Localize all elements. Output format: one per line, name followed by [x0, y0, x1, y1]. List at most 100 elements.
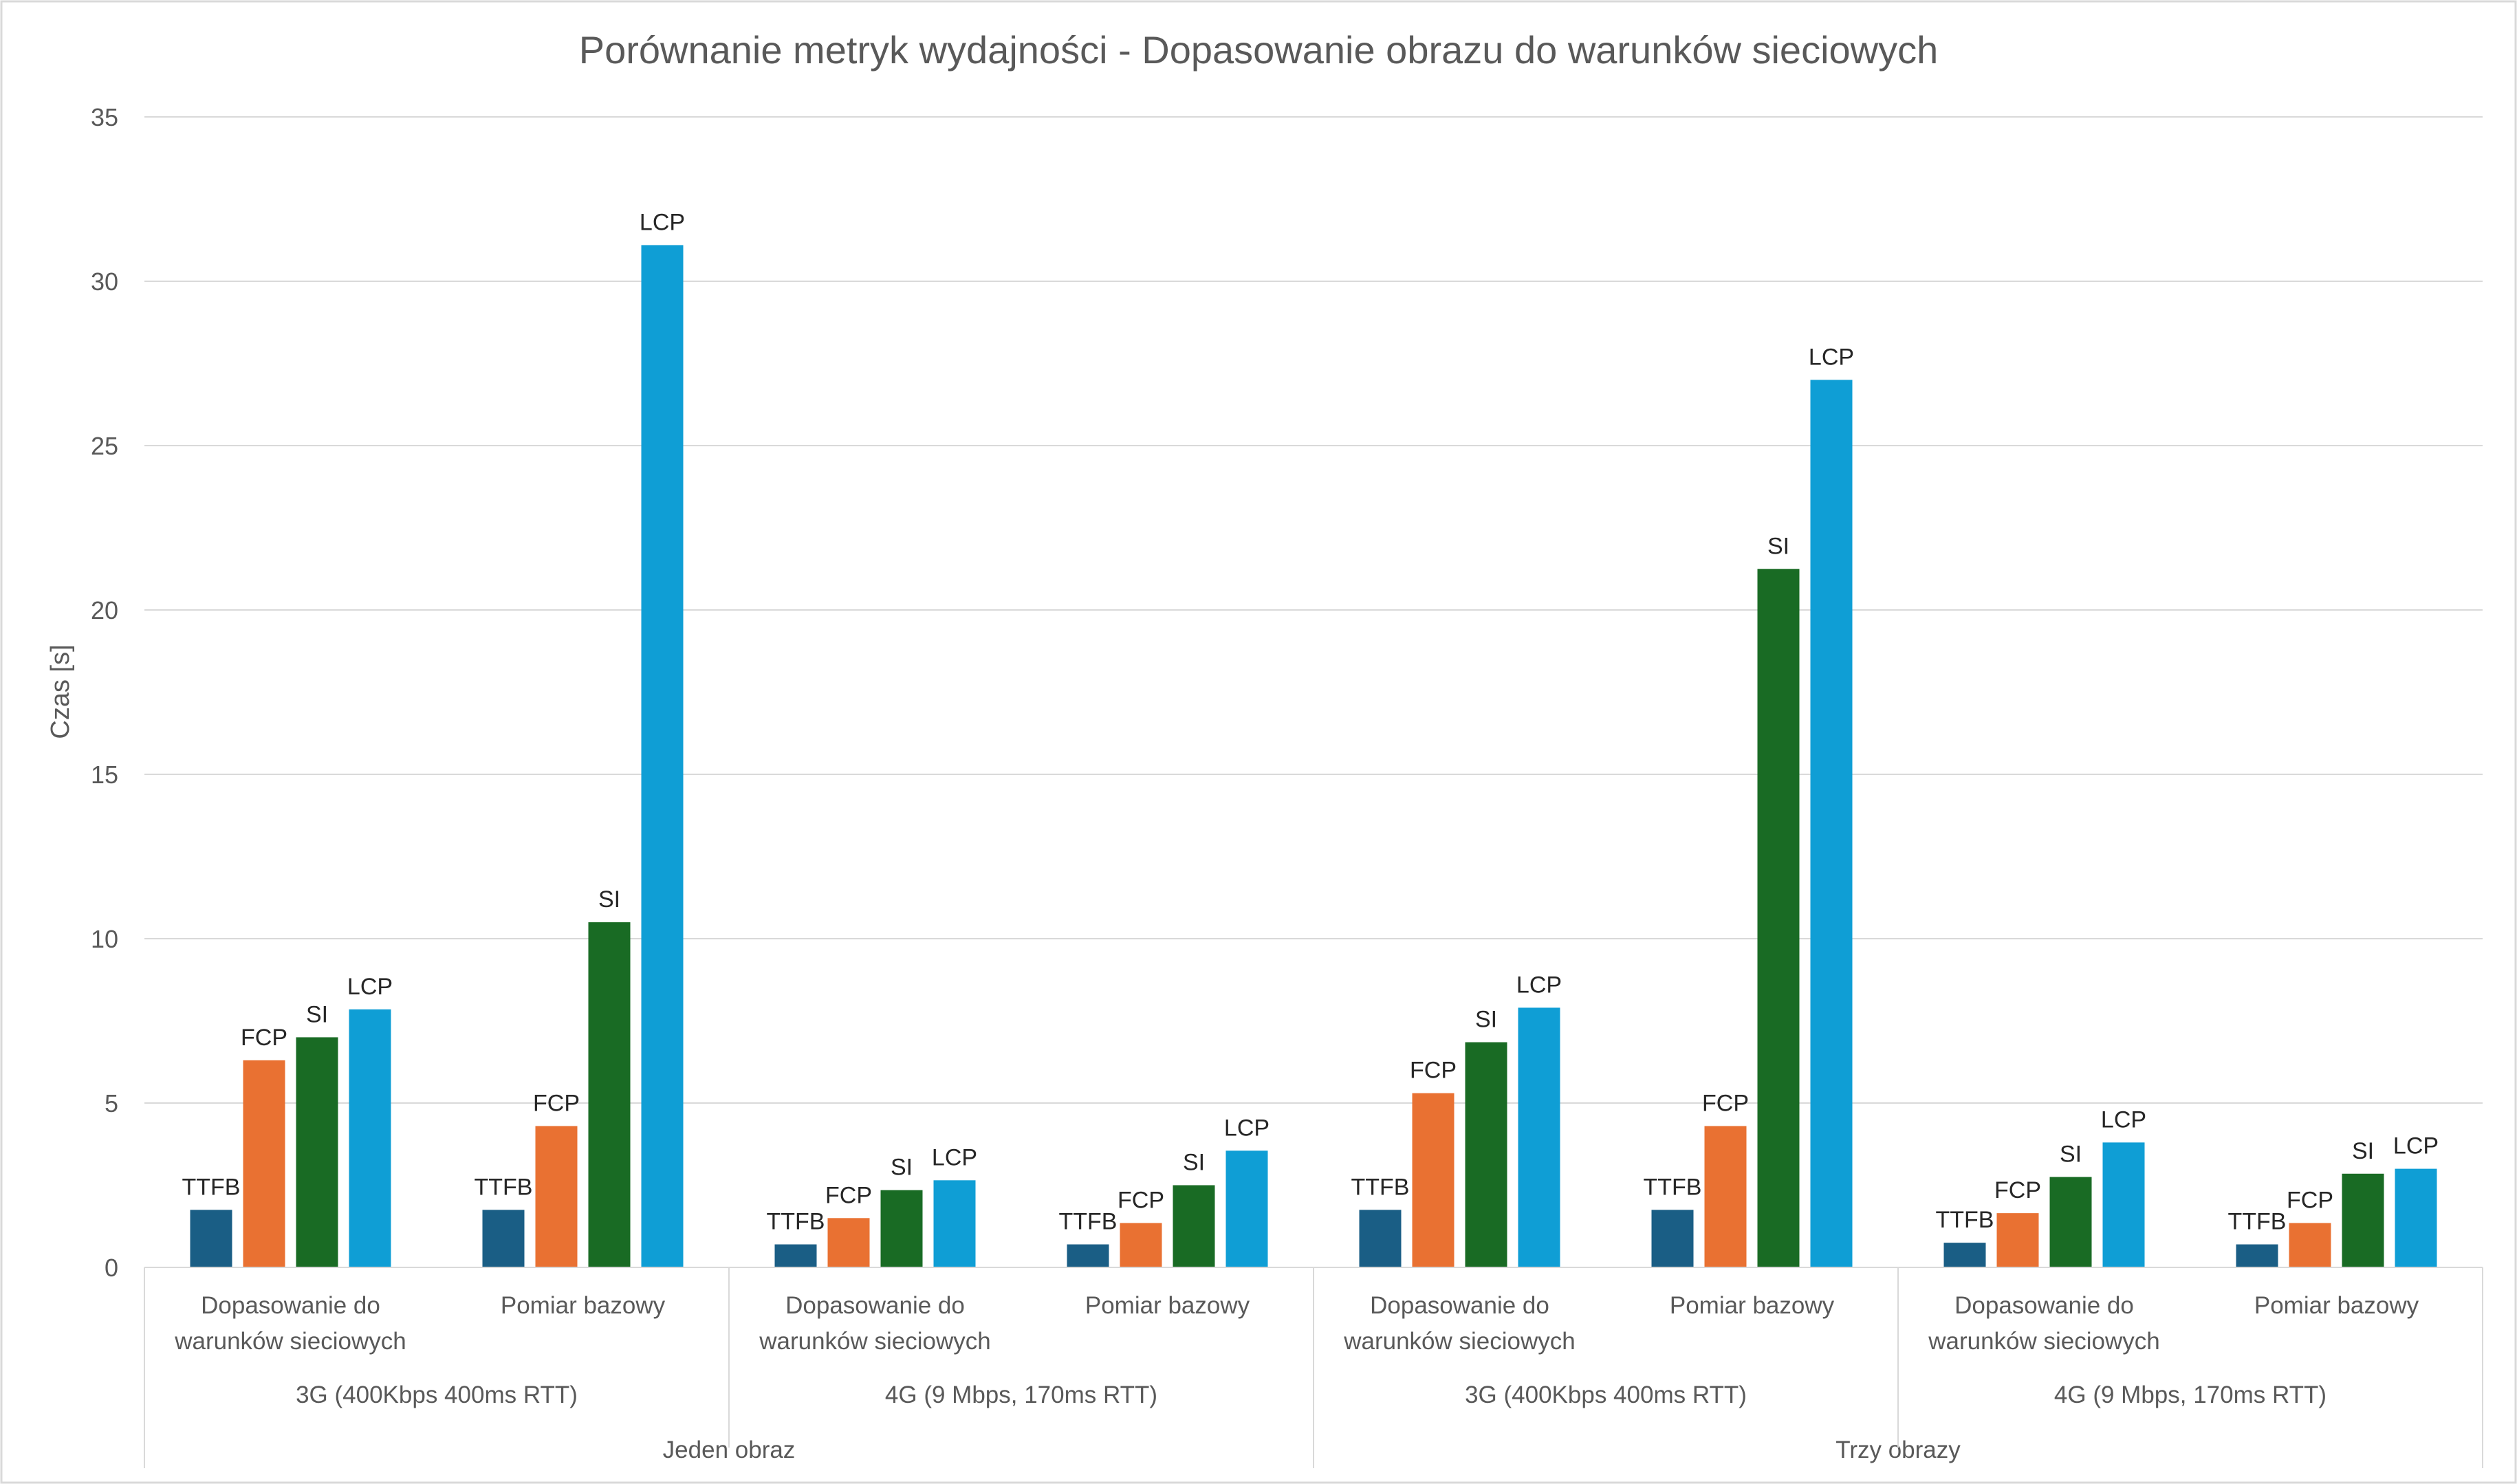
- category-label-line: Pomiar bazowy: [501, 1292, 666, 1319]
- bar-label-g0-s1-c0-fcp: FCP: [825, 1182, 872, 1208]
- x-axis: Dopasowanie do warunków sieciowych Pomiar …: [144, 1267, 2483, 1468]
- bar-g0-s0-c0-ttfb: [190, 1210, 232, 1267]
- subgroup-label-g0-s0: 3G (400Kbps 400ms RTT): [296, 1382, 578, 1408]
- bar-label-g0-s0-c1-ttfb: TTFB: [475, 1174, 533, 1200]
- category-label-line: Dopasowanie do: [1954, 1292, 2134, 1319]
- bar-label-g0-s1-c0-lcp: LCP: [932, 1144, 977, 1170]
- bar-label-g0-s1-c1-ttfb: TTFB: [1059, 1209, 1118, 1235]
- bar-g1-s1-c1-fcp: [2289, 1223, 2331, 1267]
- bar-label-g0-s0-c0-si: SI: [306, 1001, 328, 1027]
- bar-label-g1-s1-c1-ttfb: TTFB: [2228, 1209, 2287, 1235]
- bar-label-g0-s1-c1-si: SI: [1183, 1150, 1205, 1176]
- y-axis-ticks: 0 5 10 15 20 25 30 35: [91, 103, 118, 1282]
- bar-label-g1-s0-c0-si: SI: [1475, 1007, 1497, 1033]
- category-label-line: warunków sieciowych: [174, 1328, 406, 1355]
- bar-label-g1-s1-c0-ttfb: TTFB: [1936, 1207, 1994, 1233]
- bar-g1-s0-c1-si: [1757, 569, 1800, 1267]
- gridlines: [144, 116, 2483, 1104]
- bar-g1-s0-c1-lcp: [1810, 380, 1853, 1267]
- bar-g1-s1-c0-lcp: [2102, 1142, 2145, 1267]
- bar-label-g1-s1-c1-si: SI: [2352, 1138, 2374, 1164]
- bar-label-g0-s0-c1-si: SI: [598, 886, 620, 913]
- category-label-line: Dopasowanie do: [201, 1292, 380, 1319]
- bar-g0-s1-c1-fcp: [1120, 1223, 1162, 1267]
- bar-g1-s1-c0-ttfb: [1943, 1243, 1986, 1267]
- category-label-g0-s0-c1: Pomiar bazowy: [501, 1292, 666, 1319]
- subgroup-label-g1-s1: 4G (9 Mbps, 170ms RTT): [2054, 1382, 2327, 1408]
- bar-label-g0-s1-c1-lcp: LCP: [1224, 1115, 1270, 1141]
- category-label-line: warunków sieciowych: [759, 1328, 991, 1355]
- bar-g1-s1-c0-fcp: [1996, 1213, 2039, 1267]
- bar-g0-s0-c1-si: [588, 922, 631, 1267]
- y-tick-label-35: 35: [91, 103, 118, 131]
- y-tick-label-30: 30: [91, 268, 118, 296]
- category-label-g1-s1-c0: Dopasowanie do warunków sieciowych: [1928, 1292, 2160, 1355]
- bar-label-g1-s1-c0-lcp: LCP: [2101, 1106, 2146, 1133]
- bar-label-g0-s1-c0-ttfb: TTFB: [767, 1209, 825, 1235]
- category-label-g1-s0-c0: Dopasowanie do warunków sieciowych: [1343, 1292, 1576, 1355]
- bar-g1-s1-c1-lcp: [2395, 1168, 2437, 1267]
- bar-g0-s0-c1-fcp: [535, 1126, 578, 1267]
- bar-label-g1-s0-c1-lcp: LCP: [1809, 344, 1854, 370]
- bar-g0-s0-c0-lcp: [349, 1009, 391, 1267]
- bar-g1-s0-c0-ttfb: [1359, 1210, 1402, 1267]
- bar-label-g0-s0-c1-fcp: FCP: [533, 1090, 580, 1116]
- bar-g1-s0-c1-ttfb: [1651, 1210, 1694, 1267]
- category-label-line: Dopasowanie do: [785, 1292, 965, 1319]
- category-label-g0-s0-c0: Dopasowanie do warunków sieciowych: [174, 1292, 406, 1355]
- bar-g1-s0-c0-fcp: [1412, 1093, 1454, 1267]
- y-tick-label-0: 0: [105, 1254, 118, 1282]
- bar-g0-s1-c0-ttfb: [774, 1244, 817, 1267]
- bar-label-g0-s0-c0-fcp: FCP: [241, 1025, 287, 1051]
- bar-label-g1-s0-c0-fcp: FCP: [1410, 1058, 1457, 1084]
- bar-g1-s1-c1-si: [2342, 1173, 2384, 1267]
- bar-g1-s0-c1-fcp: [1704, 1126, 1747, 1267]
- bar-g0-s1-c1-lcp: [1225, 1150, 1268, 1267]
- bar-label-g1-s1-c0-fcp: FCP: [1994, 1177, 2041, 1203]
- bar-label-g1-s1-c0-si: SI: [2060, 1142, 2082, 1168]
- bar-label-g1-s0-c0-lcp: LCP: [1516, 972, 1562, 998]
- category-label-line: warunków sieciowych: [1343, 1328, 1576, 1355]
- bar-g0-s0-c1-ttfb: [482, 1210, 525, 1267]
- bars: [190, 245, 2437, 1267]
- bar-label-g1-s0-c1-ttfb: TTFB: [1644, 1174, 1702, 1200]
- category-label-g0-s1-c1: Pomiar bazowy: [1085, 1292, 1250, 1319]
- bar-g0-s0-c0-si: [296, 1037, 338, 1267]
- bar-label-g0-s0-c0-ttfb: TTFB: [182, 1174, 241, 1200]
- category-label-line: warunków sieciowych: [1928, 1328, 2160, 1355]
- bar-label-g0-s0-c1-lcp: LCP: [640, 209, 685, 235]
- y-axis-label: Czas [s]: [46, 644, 75, 739]
- bar-g1-s0-c0-si: [1465, 1042, 1507, 1267]
- subgroup-label-g0-s1: 4G (9 Mbps, 170ms RTT): [885, 1382, 1157, 1408]
- y-tick-label-10: 10: [91, 925, 118, 953]
- bar-label-g1-s0-c1-fcp: FCP: [1702, 1090, 1749, 1116]
- bar-g1-s1-c0-si: [2049, 1177, 2092, 1267]
- category-label-line: Pomiar bazowy: [1085, 1292, 1250, 1319]
- bar-g0-s0-c0-fcp: [243, 1060, 285, 1267]
- bar-label-g0-s0-c0-lcp: LCP: [347, 974, 393, 1000]
- bar-g0-s1-c0-lcp: [933, 1180, 976, 1267]
- bar-label-g1-s0-c1-si: SI: [1767, 533, 1789, 559]
- bar-g0-s1-c1-si: [1173, 1185, 1215, 1267]
- bar-label-g1-s0-c0-ttfb: TTFB: [1351, 1174, 1410, 1200]
- chart-title: Porównanie metryk wydajności - Dopasowan…: [579, 28, 1939, 72]
- category-label-line: Pomiar bazowy: [2254, 1292, 2419, 1319]
- category-label-g0-s1-c0: Dopasowanie do warunków sieciowych: [759, 1292, 991, 1355]
- bar-g1-s1-c1-ttfb: [2236, 1244, 2278, 1267]
- category-label-g1-s1-c1: Pomiar bazowy: [2254, 1292, 2419, 1319]
- subgroup-label-g1-s0: 3G (400Kbps 400ms RTT): [1465, 1382, 1747, 1408]
- y-tick-label-15: 15: [91, 761, 118, 789]
- category-label-g1-s0-c1: Pomiar bazowy: [1670, 1292, 1835, 1319]
- bar-g1-s0-c0-lcp: [1518, 1007, 1560, 1267]
- bar-label-g0-s1-c0-si: SI: [891, 1155, 913, 1181]
- y-tick-label-20: 20: [91, 596, 118, 624]
- bar-g0-s0-c1-lcp: [641, 245, 684, 1267]
- category-label-line: Dopasowanie do: [1370, 1292, 1549, 1319]
- bar-g0-s1-c1-ttfb: [1067, 1244, 1109, 1267]
- y-tick-label-25: 25: [91, 432, 118, 460]
- bar-label-g1-s1-c1-lcp: LCP: [2393, 1133, 2439, 1159]
- bar-g0-s1-c0-fcp: [827, 1218, 870, 1267]
- bar-g0-s1-c0-si: [880, 1190, 923, 1267]
